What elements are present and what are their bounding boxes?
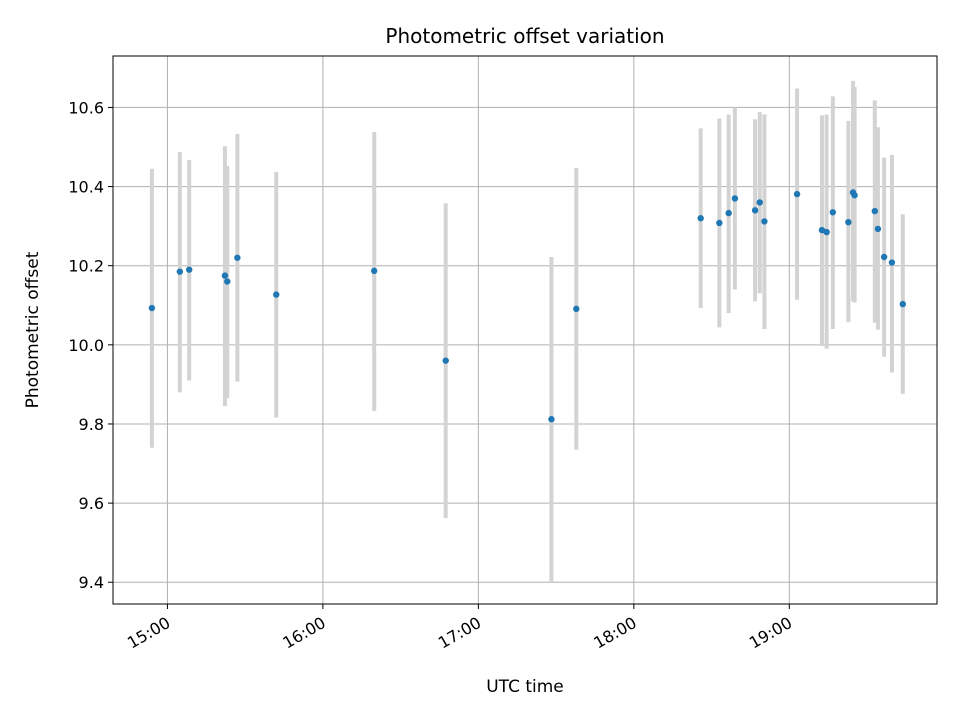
y-tick-label: 10.4 [68,178,104,197]
data-point [888,259,896,266]
data-point [845,218,852,226]
data-point [756,199,763,206]
chart-title: Photometric offset variation [385,24,664,48]
data-point [148,304,156,312]
data-point [880,253,888,261]
data-point [185,266,193,273]
data-point [221,272,229,279]
x-axis-label: UTC time [486,677,564,697]
y-tick-label: 9.4 [79,573,104,592]
data-point [273,291,280,298]
data-point [370,267,378,275]
y-axis-label: Photometric offset [23,251,43,408]
data-point [725,209,732,217]
data-point [573,305,580,313]
y-tick-label: 9.8 [79,415,104,434]
data-point [442,357,449,364]
data-point [829,209,837,216]
data-point [697,215,704,222]
data-point [851,192,858,199]
y-tick-label: 10.2 [68,257,104,276]
data-point [823,228,830,236]
data-point [731,195,739,202]
data-point [751,207,759,214]
data-points [148,189,906,423]
data-point [234,254,241,261]
data-point [224,278,231,285]
x-axis-ticks: 15:00 16:00 17:00 18:00 19:00 [124,604,795,653]
y-tick-label: 10.6 [68,98,104,117]
data-point [176,268,184,275]
plot-frame [112,55,938,605]
data-point [874,225,882,233]
data-point [871,207,879,215]
data-point [793,190,801,198]
y-tick-label: 9.6 [79,494,104,513]
data-point [548,416,555,423]
grid-lines [113,56,937,604]
data-point [899,300,906,308]
data-point [761,218,768,225]
data-point [716,219,723,227]
y-axis-ticks: 9.4 9.6 9.8 10.0 10.2 10.4 10.6 [68,98,113,592]
y-tick-label: 10.0 [68,336,104,355]
